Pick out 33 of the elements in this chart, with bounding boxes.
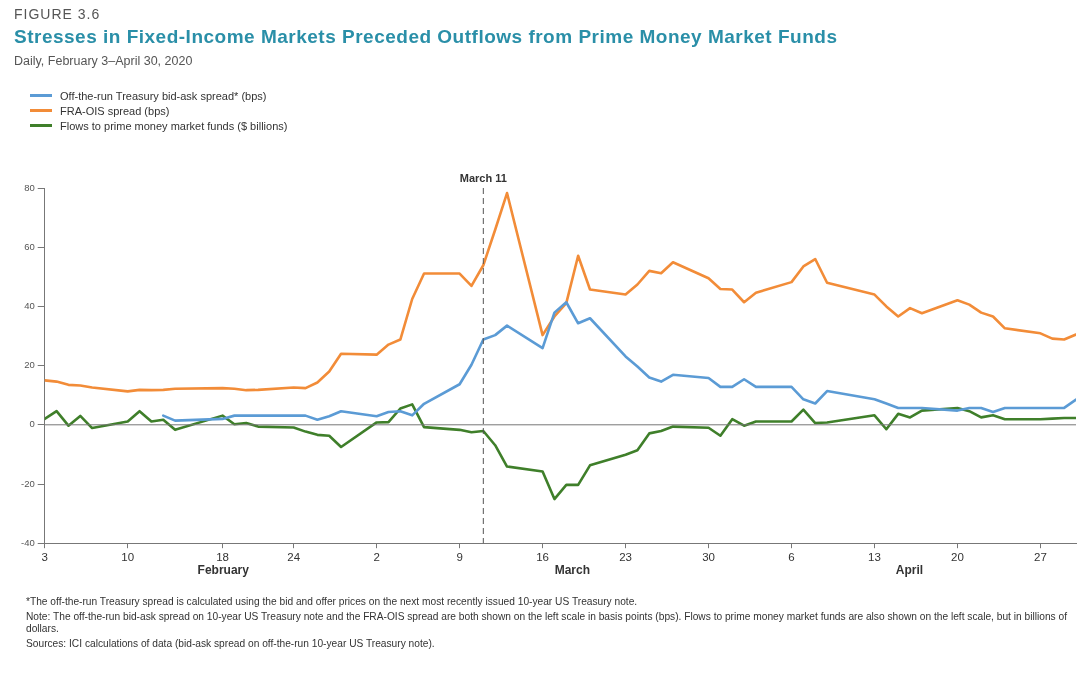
ref-line-label: March 11 — [459, 171, 507, 184]
legend-label: FRA-OIS spread (bps) — [60, 104, 170, 117]
source-note: Sources: ICI calculations of data (bid-ask spread on off-the-run 10-year US Treasury note). — [26, 638, 436, 650]
x-tick-label: 3 — [41, 551, 48, 564]
y-tick-label: 60 — [24, 240, 35, 252]
text: March — [554, 563, 591, 577]
x-tick-label: 2 — [373, 551, 380, 564]
x-tick-label: 10 — [121, 551, 135, 564]
text: February — [197, 563, 249, 577]
chart-subtitle: Daily, February 3–April 30, 2020 — [14, 54, 193, 68]
y-tick-label: 40 — [24, 300, 35, 312]
text: April — [895, 563, 924, 577]
x-tick-label: 30 — [702, 551, 715, 564]
y-tick-label: -40 — [21, 536, 35, 548]
x-tick-label: 9 — [456, 551, 463, 564]
text: Note: The off-the-run bid-ask spread on 10-year US Treasury note and the FRA-OIS spread are both shown on the left scale in basis points (bps). Flows to prime money market funds are also shown on the left scale, but in billions of dollars. — [26, 611, 1068, 635]
x-tick-label: 18 — [216, 551, 229, 564]
x-tick-label: 13 — [868, 551, 881, 564]
y-tick-label: 20 — [24, 359, 35, 371]
y-tick-label: 0 — [29, 418, 35, 430]
x-tick-label: 16 — [536, 551, 549, 564]
x-tick-label: 24 — [287, 551, 301, 564]
text: *The off-the-run Treasury spread is calculated using the bid and offer prices on the next most recently issued 10-year US Treasury note. — [26, 596, 639, 608]
x-tick-label: 20 — [951, 551, 964, 564]
x-tick-label: 27 — [1034, 551, 1047, 564]
legend-label: Off-the-run Treasury bid-ask spread* (bps) — [60, 89, 267, 102]
x-tick-label: 6 — [788, 551, 795, 564]
x-tick-label: 23 — [619, 551, 632, 564]
chart-title: Stresses in Fixed-Income Markets Preceded Outflows from Prime Money Market Funds — [14, 26, 838, 48]
y-tick-label: -20 — [21, 477, 35, 489]
y-tick-label: 80 — [24, 181, 35, 193]
caption: FIGURE 3.6 — [14, 6, 101, 22]
legend-label: Flows to prime money market funds ($ billions) — [60, 119, 288, 132]
